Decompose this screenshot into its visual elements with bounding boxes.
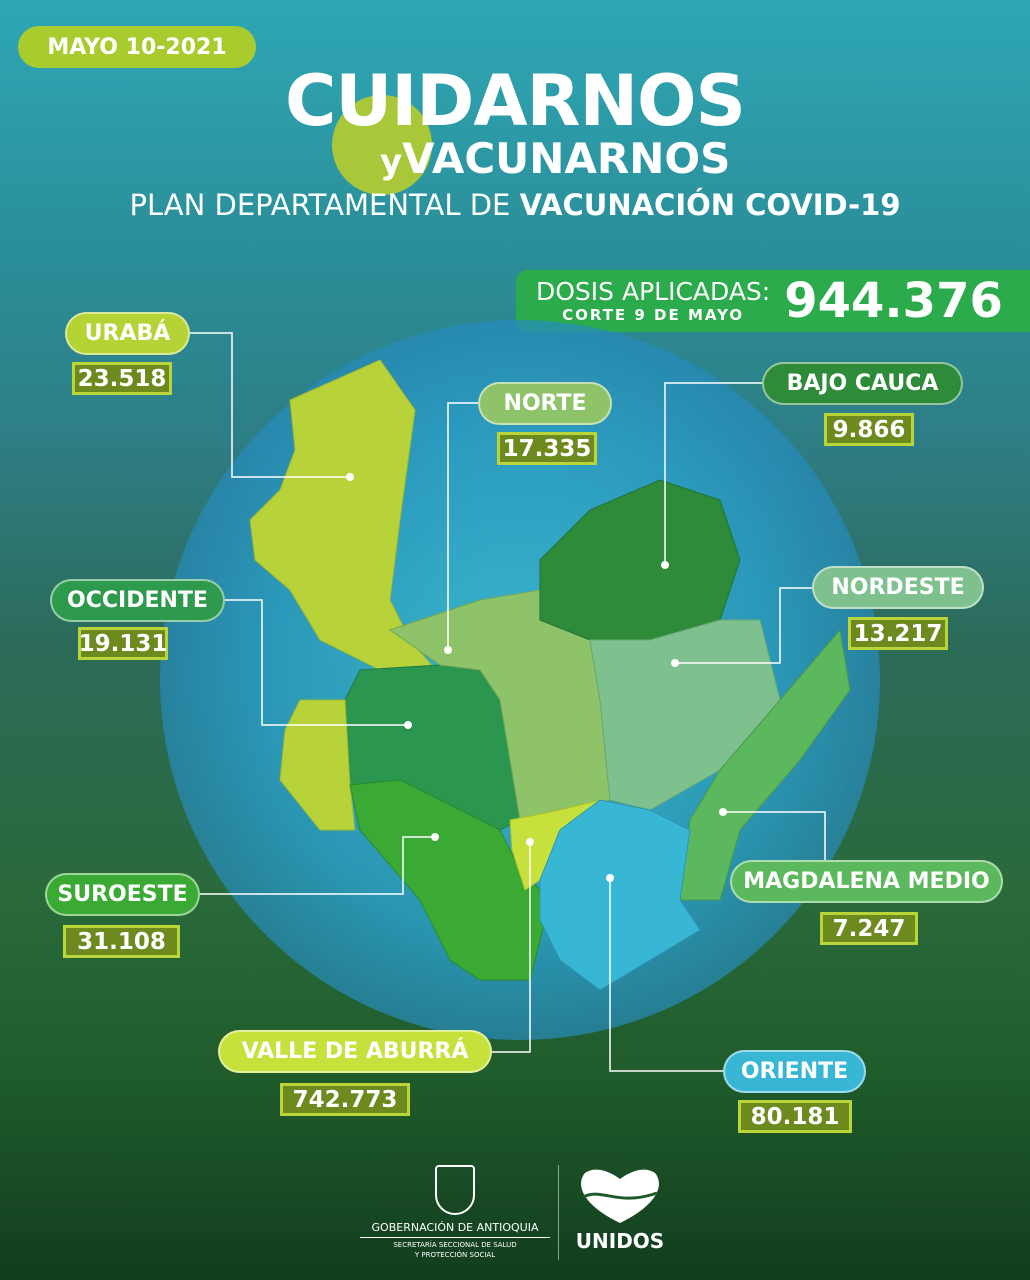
title-line2: yVACUNARNOS [380, 138, 730, 183]
dosis-total: 944.376 [784, 273, 1003, 329]
unidos-text: UNIDOS [575, 1229, 665, 1253]
region-oriente[interactable] [539, 799, 701, 991]
dosis-cutoff: CORTE 9 DE MAYO [562, 306, 745, 324]
leader-lines [190, 332, 826, 1072]
gov-name: GOBERNACIÓN DE ANTIOQUIA [360, 1221, 550, 1238]
title-y: y [380, 142, 403, 182]
footer-divider [558, 1165, 559, 1260]
title-line1: CUIDARNOS [285, 60, 746, 142]
label-magdalena-medio: MAGDALENA MEDIO [730, 860, 1003, 903]
value-oriente: 80.181 [738, 1100, 852, 1133]
gobernacion-logo: GOBERNACIÓN DE ANTIOQUIA SECRETARÍA SECC… [360, 1165, 550, 1260]
label-uraba: URABÁ [65, 312, 190, 355]
unidos-heart-icon [581, 1169, 659, 1223]
dosis-label: DOSIS APLICADAS: [536, 277, 771, 306]
subtitle-bold: VACUNACIÓN COVID-19 [519, 188, 901, 222]
label-bajo-cauca: BAJO CAUCA [762, 362, 963, 405]
value-nordeste: 13.217 [848, 617, 948, 650]
gov-sec1: SECRETARÍA SECCIONAL DE SALUD [393, 1241, 517, 1249]
date-badge: MAYO 10-2021 [18, 26, 256, 68]
title-accent-circle [332, 95, 432, 195]
value-valle-de-aburra: 742.773 [280, 1083, 410, 1116]
value-uraba: 23.518 [72, 362, 172, 395]
gov-sec2: Y PROTECCIÓN SOCIAL [414, 1251, 496, 1259]
label-suroeste: SUROESTE [45, 873, 200, 916]
value-suroeste: 31.108 [63, 925, 180, 958]
dosis-banner: DOSIS APLICADAS: CORTE 9 DE MAYO 944.376 [516, 270, 1030, 332]
region-dots [346, 473, 727, 882]
label-oriente: ORIENTE [723, 1050, 866, 1093]
region-suroeste[interactable] [349, 779, 551, 981]
label-valle-de-aburra: VALLE DE ABURRÁ [218, 1030, 492, 1073]
label-occidente: OCCIDENTE [50, 579, 225, 622]
subtitle: PLAN DEPARTAMENTAL DE VACUNACIÓN COVID-1… [0, 188, 1030, 222]
value-bajo-cauca: 9.866 [824, 413, 914, 446]
region-uraba-south[interactable] [279, 699, 356, 831]
label-norte: NORTE [478, 382, 612, 425]
title-line2-text: VACUNARNOS [402, 134, 731, 183]
region-bajo-cauca[interactable] [539, 479, 741, 641]
value-norte: 17.335 [497, 432, 597, 465]
unidos-logo: UNIDOS [570, 1165, 670, 1253]
value-occidente: 19.131 [78, 627, 168, 660]
value-magdalena-medio: 7.247 [820, 912, 918, 945]
coat-of-arms-icon [435, 1165, 475, 1215]
label-nordeste: NORDESTE [812, 566, 984, 609]
subtitle-regular: PLAN DEPARTAMENTAL DE [129, 188, 520, 222]
